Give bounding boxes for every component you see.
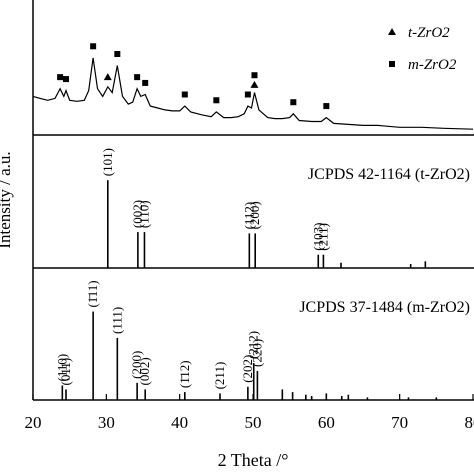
- peak-label: (111): [109, 307, 124, 334]
- peak-label: (011): [58, 358, 73, 386]
- peak-label: (1̄12): [177, 360, 192, 388]
- phase-marker: [213, 97, 220, 104]
- x-tick-label: 50: [245, 413, 262, 432]
- phase-marker: [114, 51, 121, 57]
- x-tick-label: 20: [25, 413, 42, 432]
- peak-label: (002): [137, 357, 152, 385]
- peak-label: (211): [212, 362, 227, 390]
- x-tick-label: 80: [465, 413, 474, 432]
- reference-title: JCPDS 37-1484 (m-ZrO2): [299, 299, 470, 316]
- legend-label: m-ZrO2: [408, 57, 457, 73]
- peak-label: (200): [129, 351, 144, 379]
- phase-marker: [250, 80, 259, 88]
- xrd-pattern: [32, 57, 474, 130]
- legend-label: t-ZrO2: [408, 25, 450, 41]
- peak-label: (112): [241, 202, 256, 230]
- phase-marker: [181, 91, 188, 98]
- peak-label: (211): [315, 223, 330, 251]
- phase-marker: [63, 76, 69, 83]
- peak-label: (110): [136, 200, 151, 228]
- phase-marker: [290, 99, 297, 106]
- x-tick-label: 30: [98, 413, 115, 432]
- peak-label: (1̄11): [85, 280, 100, 307]
- x-tick-label: 70: [391, 413, 408, 432]
- legend-symbol: [389, 61, 395, 67]
- x-axis-label: 2 Theta /°: [218, 450, 289, 470]
- peak-label: (103): [310, 223, 325, 251]
- phase-marker: [57, 74, 64, 81]
- x-tick-label: 40: [171, 413, 188, 432]
- peak-label: (200): [247, 201, 262, 229]
- phase-marker: [251, 72, 258, 79]
- peak-label: (101): [100, 148, 115, 176]
- phase-marker: [323, 103, 330, 110]
- peak-label: (212): [246, 331, 261, 359]
- phase-marker: [103, 73, 112, 81]
- legend-symbol: [388, 28, 396, 35]
- phase-marker: [142, 79, 149, 86]
- phase-marker: [244, 91, 251, 98]
- peak-label: (002): [130, 200, 145, 228]
- peak-label: (220): [249, 339, 264, 367]
- phase-marker: [134, 74, 141, 81]
- y-axis-label: Intensity / a.u.: [0, 151, 14, 248]
- peak-label: (202): [240, 355, 255, 383]
- phase-marker: [90, 43, 97, 50]
- peak-label: (110): [54, 354, 69, 382]
- reference-title: JCPDS 42-1164 (t-ZrO2): [308, 166, 470, 183]
- x-tick-label: 60: [318, 413, 335, 432]
